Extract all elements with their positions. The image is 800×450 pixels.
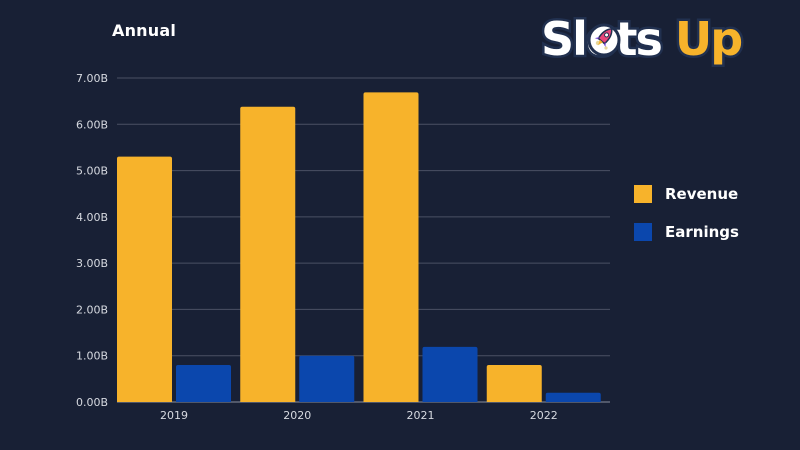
y-tick-label: 7.00B (76, 72, 108, 85)
bar-earnings-2021 (422, 346, 478, 402)
bar-revenue-2020 (240, 106, 296, 402)
x-tick-label: 2022 (530, 409, 558, 422)
y-tick-label: 0.00B (76, 396, 108, 409)
bar-earnings-2019 (176, 364, 231, 402)
legend-label-revenue: Revenue (665, 185, 739, 203)
bar-revenue-2019 (117, 156, 172, 402)
logo-text-up: Up (672, 10, 745, 69)
x-tick-label: 2019 (160, 409, 188, 422)
x-axis-ticks: 2019 2020 2021 2022 (160, 409, 558, 422)
rocket-icon (587, 23, 621, 57)
bar-earnings-2020 (299, 355, 355, 402)
y-tick-label: 2.00B (76, 303, 108, 316)
chart-title: Annual (112, 21, 177, 40)
bar-earnings-2022 (545, 392, 601, 402)
x-tick-label: 2020 (283, 409, 311, 422)
x-tick-label: 2021 (407, 409, 435, 422)
legend-swatch-revenue (634, 185, 652, 203)
bars (117, 92, 601, 402)
y-tick-label: 3.00B (76, 257, 108, 270)
y-tick-label: 4.00B (76, 211, 108, 224)
y-tick-label: 1.00B (76, 350, 108, 363)
y-axis-ticks: 0.00B 1.00B 2.00B 3.00B 4.00B 5.00B 6.00B 7.00B (76, 72, 108, 409)
legend-item-revenue: Revenue (634, 184, 739, 204)
bar-revenue-2021 (363, 92, 419, 402)
legend-label-earnings: Earnings (665, 223, 739, 241)
legend-item-earnings: Earnings (634, 222, 739, 242)
y-tick-label: 6.00B (76, 118, 108, 131)
chart-legend: Revenue Earnings (634, 184, 739, 260)
y-tick-label: 5.00B (76, 165, 108, 178)
bar-revenue-2022 (486, 364, 542, 402)
legend-swatch-earnings (634, 223, 652, 241)
